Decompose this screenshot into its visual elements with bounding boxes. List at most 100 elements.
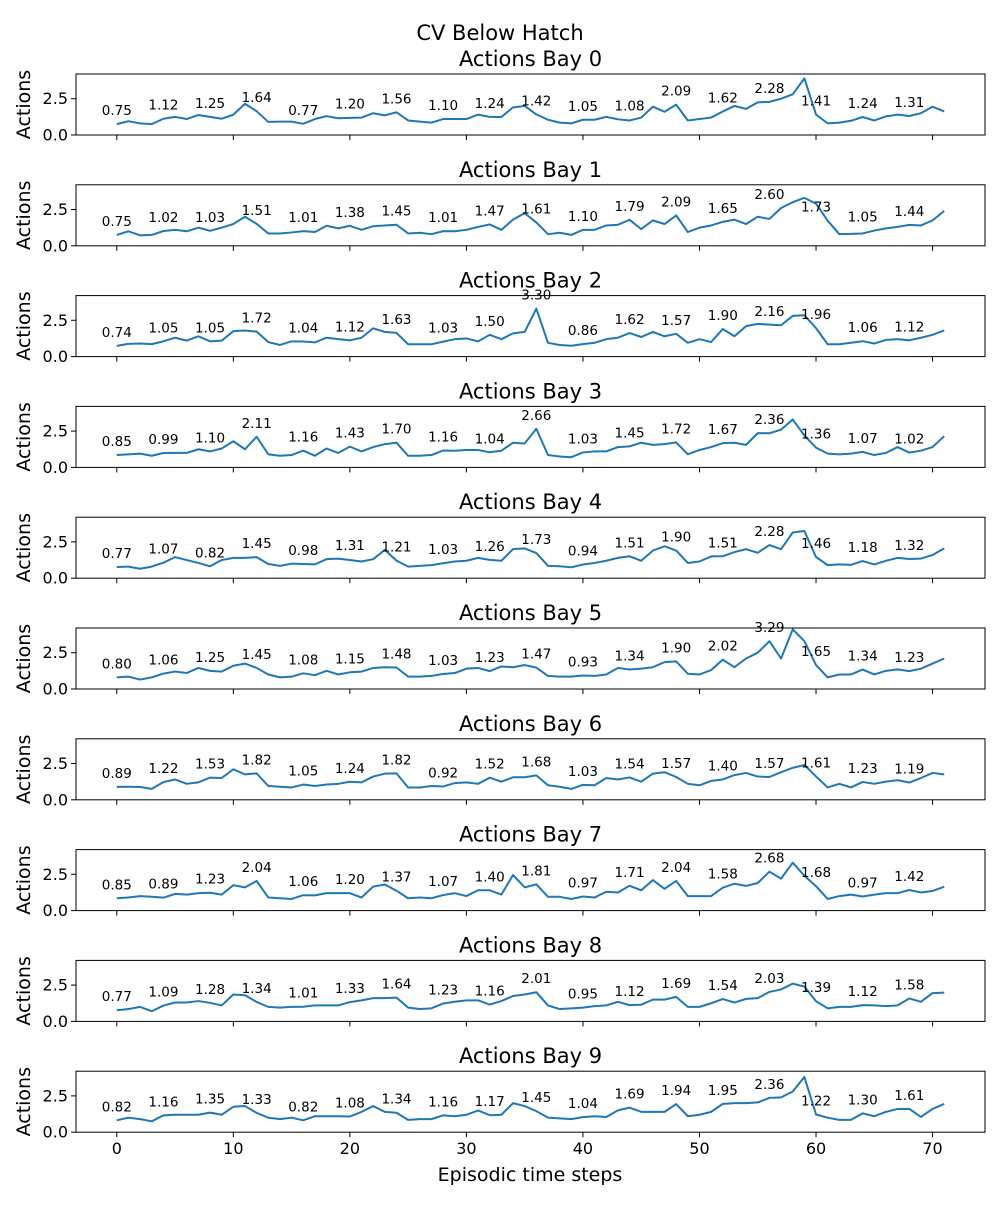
y-tick-label: 2.5	[43, 200, 68, 219]
data-label: 1.16	[475, 984, 505, 1000]
x-tick-label: 60	[806, 1139, 826, 1158]
series-line	[116, 628, 945, 681]
data-label: 1.57	[661, 756, 691, 772]
data-label: 0.97	[848, 876, 878, 892]
x-tick-label: 0	[112, 1139, 122, 1158]
subplot-9: Actions Bay 9 Actions 0.0 2.5 0 10 20 30 40 50 60 7…	[13, 1044, 986, 1158]
data-label: 1.12	[848, 984, 878, 1000]
data-label: 0.97	[568, 876, 598, 892]
data-label: 1.03	[428, 542, 458, 558]
data-label: 2.28	[754, 524, 784, 540]
data-label: 1.24	[475, 96, 505, 112]
data-label: 1.54	[708, 978, 738, 994]
data-label: 1.51	[708, 535, 738, 551]
data-label: 1.07	[428, 874, 458, 890]
data-label: 1.31	[335, 538, 365, 554]
data-label: 2.04	[242, 860, 272, 876]
series-line	[116, 418, 945, 459]
data-label: 1.62	[615, 312, 645, 328]
data-label: 1.21	[381, 540, 411, 556]
data-label: 1.48	[381, 647, 411, 663]
axes-frame	[75, 849, 986, 912]
data-label: 1.46	[801, 536, 831, 552]
data-label: 1.25	[195, 96, 225, 112]
data-label: 0.93	[568, 654, 598, 670]
data-label: 1.58	[894, 977, 924, 993]
subplot-title: Actions Bay 1	[459, 158, 602, 182]
data-label: 1.45	[381, 204, 411, 220]
data-label: 0.82	[288, 1099, 318, 1115]
data-label: 1.23	[894, 650, 924, 666]
data-label: 1.82	[242, 752, 272, 768]
data-label: 1.12	[894, 319, 924, 335]
data-label: 1.22	[148, 761, 178, 777]
y-tick-label: 2.5	[43, 311, 68, 330]
data-label: 0.80	[102, 656, 132, 672]
y-tick-label: 2.5	[43, 532, 68, 551]
series-line	[116, 307, 945, 347]
data-label: 1.54	[615, 756, 645, 772]
subplot-4: Actions Bay 4 Actions 0.0 2.5 0.77 1.07 0.82 1.…	[13, 490, 986, 588]
data-label: 1.10	[428, 98, 458, 114]
data-label: 2.36	[754, 1077, 784, 1093]
axes-frame	[75, 1070, 986, 1133]
data-label: 1.05	[848, 210, 878, 226]
data-label: 1.04	[288, 320, 318, 336]
data-label: 1.24	[848, 96, 878, 112]
data-label: 2.03	[754, 971, 784, 987]
data-label: 1.34	[848, 649, 878, 665]
data-label: 1.57	[754, 756, 784, 772]
data-label: 2.68	[754, 851, 784, 867]
data-label: 1.03	[568, 431, 598, 447]
subplot-title: Actions Bay 4	[459, 490, 602, 514]
series-line	[116, 196, 945, 237]
data-label: 1.53	[195, 757, 225, 773]
y-tick-label: 2.5	[43, 754, 68, 773]
data-label: 1.16	[148, 1094, 178, 1110]
data-label: 1.72	[242, 311, 272, 327]
series-line	[116, 1076, 945, 1123]
subplot-title: Actions Bay 8	[459, 933, 602, 957]
subplot-8: Actions Bay 8 Actions 0.0 2.5 0.77 1.09 1.28 1.…	[13, 933, 986, 1031]
y-tick-label: 0.0	[43, 680, 68, 699]
y-axis-label: Actions	[13, 291, 35, 360]
axes-frame	[75, 959, 986, 1022]
subplot-title: Actions Bay 5	[459, 601, 602, 625]
data-label: 2.36	[754, 412, 784, 428]
y-tick-label: 2.5	[43, 643, 68, 662]
data-label: 1.69	[615, 1087, 645, 1103]
y-axis-label: Actions	[13, 70, 35, 139]
data-label: 1.05	[288, 764, 318, 780]
data-label: 2.66	[521, 408, 551, 424]
data-label: 1.23	[428, 983, 458, 999]
data-label: 1.73	[521, 532, 551, 548]
subplot-title: Actions Bay 3	[459, 379, 602, 403]
y-tick-label: 0.0	[43, 458, 68, 477]
data-label: 0.95	[568, 987, 598, 1003]
y-tick-label: 0.0	[43, 126, 68, 145]
data-label: 1.02	[148, 210, 178, 226]
data-label: 1.24	[335, 761, 365, 777]
subplot-3: Actions Bay 3 Actions 0.0 2.5 0.85 0.99 1.10 2.…	[13, 379, 986, 477]
data-label: 1.45	[242, 647, 272, 663]
data-label: 1.45	[242, 536, 272, 552]
data-label: 1.68	[521, 754, 551, 770]
data-label: 1.52	[475, 757, 505, 773]
x-tick-label: 20	[340, 1139, 360, 1158]
data-label: 1.23	[475, 650, 505, 666]
data-label: 1.61	[894, 1088, 924, 1104]
data-label: 1.44	[894, 204, 924, 220]
data-label: 1.41	[801, 94, 831, 110]
data-label: 1.62	[708, 90, 738, 106]
data-label: 1.43	[335, 426, 365, 442]
data-label: 1.90	[661, 530, 691, 546]
data-label: 1.81	[521, 863, 551, 879]
subplot-title: Actions Bay 7	[459, 823, 602, 847]
data-label: 1.02	[894, 432, 924, 448]
data-label: 1.01	[428, 210, 458, 226]
y-tick-label: 0.0	[43, 901, 68, 920]
data-label: 1.05	[148, 320, 178, 336]
data-label: 0.85	[102, 434, 132, 450]
data-label: 1.06	[848, 320, 878, 336]
